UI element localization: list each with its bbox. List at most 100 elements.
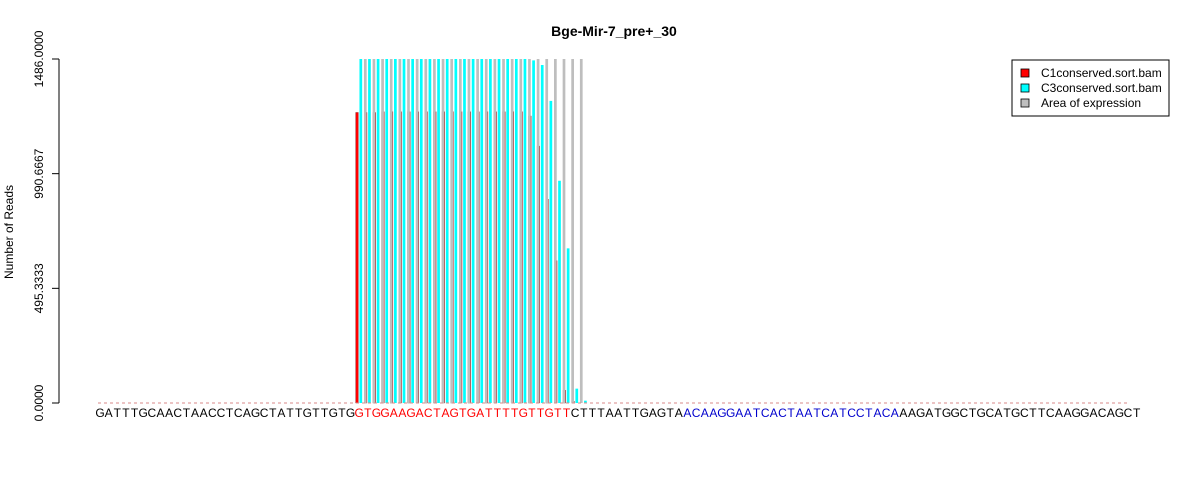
sequence-letter: C	[985, 406, 994, 420]
sequence-letter: A	[614, 406, 622, 420]
sequence-letter: A	[701, 406, 709, 420]
bar-c3	[454, 59, 458, 403]
legend-label-c3: C3conserved.sort.bam	[1041, 81, 1162, 95]
sequence-letter: A	[191, 406, 199, 420]
sequence-letter: T	[364, 406, 372, 420]
sequence-letter: C	[761, 406, 770, 420]
sequence-letter: A	[1089, 406, 1097, 420]
sequence-letter: G	[372, 406, 381, 420]
sequence-letter: T	[632, 406, 640, 420]
sequence-letter: G	[303, 406, 312, 420]
chart-title: Bge-Mir-7_pre+_30	[551, 23, 677, 39]
sequence-letter: A	[1107, 406, 1115, 420]
sequence-letter: A	[994, 406, 1002, 420]
sequence-letter: G	[1071, 406, 1080, 420]
sequence-letter: T	[494, 406, 502, 420]
bar-area	[476, 59, 479, 403]
sequence-letter: A	[156, 406, 164, 420]
bar-c3	[463, 59, 466, 403]
sequence-letter: T	[597, 406, 605, 420]
sequence-letter: C	[208, 406, 217, 420]
sequence-letter: T	[1133, 406, 1141, 420]
sequence-letter: T	[131, 406, 139, 420]
sequence-letter: A	[277, 406, 285, 420]
bar-c3	[575, 388, 579, 403]
sequence-letter: T	[338, 406, 346, 420]
sequence-letter: G	[726, 406, 735, 420]
sequence-letter: A	[830, 406, 838, 420]
sequence-letter: A	[744, 406, 752, 420]
bar-area	[545, 59, 549, 403]
sequence-letter: T	[1029, 406, 1037, 420]
bar-c3	[445, 59, 449, 403]
sequence-letter: A	[200, 406, 208, 420]
bar-area	[441, 59, 445, 403]
sequence-letter: A	[796, 406, 804, 420]
sequence-letter: T	[839, 406, 847, 420]
sequence-letter: C	[1020, 406, 1029, 420]
bar-area	[407, 59, 410, 403]
sequence-letter: A	[1064, 406, 1072, 420]
sequence-letter: G	[951, 406, 960, 420]
sequence-letter: G	[251, 406, 260, 420]
bar-area	[536, 59, 540, 403]
bar-area	[398, 59, 402, 403]
bar-c3	[394, 59, 397, 403]
sequence-letter: T	[589, 406, 597, 420]
sequence-letter: T	[528, 406, 536, 420]
sequence-letter: T	[753, 406, 761, 420]
sequence-letter: T	[286, 406, 294, 420]
sequence-letter: T	[865, 406, 873, 420]
bar-c3	[558, 180, 561, 403]
bar-c3	[471, 59, 475, 403]
y-axis-label: Number of Reads	[2, 185, 16, 279]
sequence-letter: A	[683, 406, 691, 420]
sequence-letter: G	[1011, 406, 1020, 420]
sequence-letter: G	[346, 406, 355, 420]
bar-area	[372, 59, 376, 403]
bar-c3	[480, 59, 484, 403]
bar-area	[415, 59, 419, 403]
sequence-letter: A	[873, 406, 881, 420]
y-tick-label: 990.6667	[32, 148, 46, 198]
bar-c1	[355, 112, 359, 404]
legend-label-c1: C1conserved.sort.bam	[1041, 66, 1162, 80]
sequence-letter: A	[649, 406, 657, 420]
bar-c3	[402, 59, 406, 403]
sequence-letter: A	[908, 406, 916, 420]
legend-swatch-c3	[1020, 83, 1030, 93]
sequence-letter: C	[1124, 406, 1133, 420]
sequence-letter: A	[709, 406, 717, 420]
sequence-letter: T	[969, 406, 977, 420]
sequence-letter: C	[260, 406, 269, 420]
sequence-letter: T	[1038, 406, 1046, 420]
bar-area	[502, 59, 505, 403]
bar-area	[424, 59, 428, 403]
sequence-letter: A	[390, 406, 398, 420]
sequence-letter: C	[217, 406, 226, 420]
sequence-letter: G	[139, 406, 148, 420]
bar-area	[528, 59, 531, 403]
bar-area	[519, 59, 523, 403]
sequence-letter: T	[183, 406, 191, 420]
sequence-letter: T	[511, 406, 519, 420]
sequence-letter: T	[295, 406, 303, 420]
sequence-letter: T	[623, 406, 631, 420]
bar-area	[458, 59, 462, 403]
sequence-letter: A	[899, 406, 907, 420]
sequence-letter: C	[1098, 406, 1107, 420]
sequence-letter: T	[485, 406, 493, 420]
sequence-letter: G	[545, 406, 554, 420]
sequence-letter: T	[114, 406, 122, 420]
bar-area	[493, 59, 497, 403]
sequence-letter: C	[960, 406, 969, 420]
bar-c3	[549, 100, 553, 404]
sequence-letter: G	[976, 406, 985, 420]
sequence-letter: T	[226, 406, 234, 420]
sequence-letter: G	[942, 406, 951, 420]
sequence-letter: A	[804, 406, 812, 420]
sequence-letter: C	[147, 406, 156, 420]
bar-c3	[566, 248, 570, 403]
